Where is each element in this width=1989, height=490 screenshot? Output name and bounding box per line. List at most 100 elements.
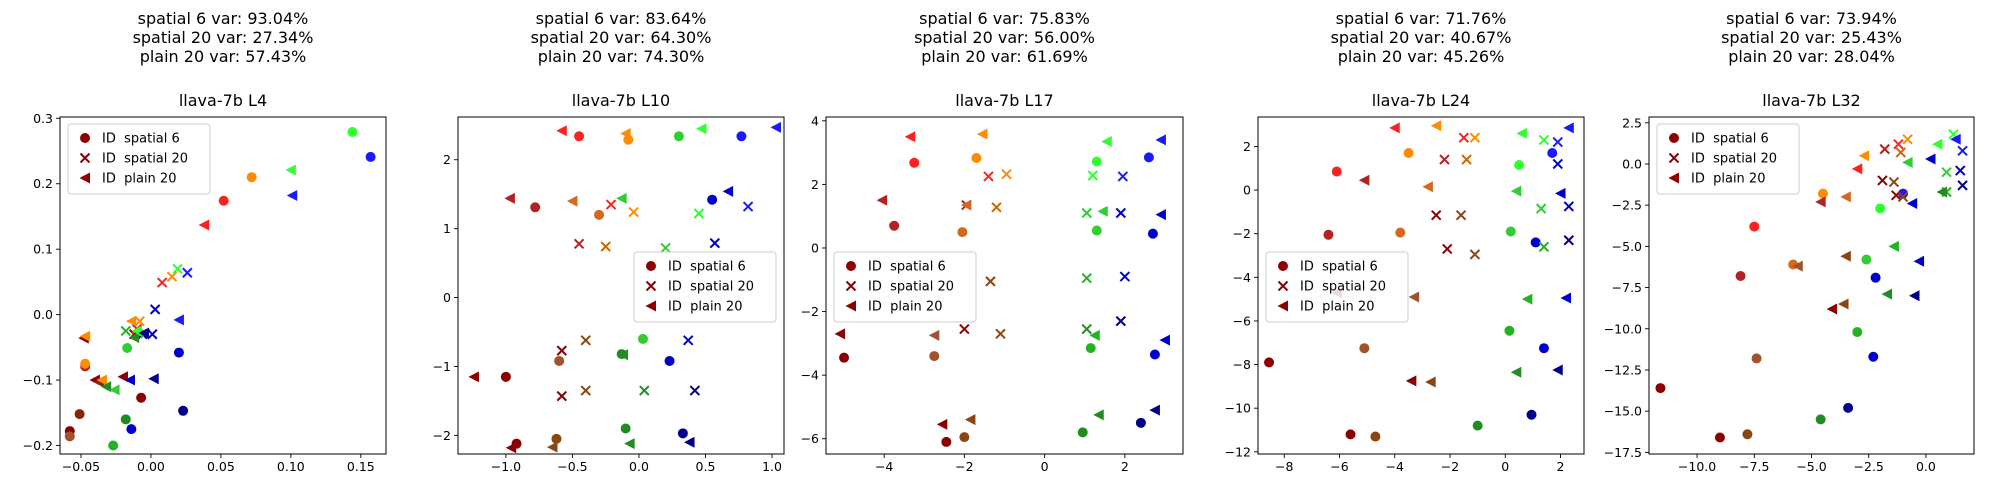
data-point xyxy=(1535,203,1547,214)
data-point xyxy=(1931,138,1943,150)
data-point xyxy=(500,371,511,382)
data-point xyxy=(664,355,675,366)
data-point xyxy=(1908,290,1920,302)
data-point xyxy=(1749,221,1760,232)
data-point xyxy=(1868,351,1879,362)
data-point xyxy=(936,418,948,430)
data-point xyxy=(64,431,75,442)
data-point xyxy=(1563,201,1575,212)
data-point xyxy=(173,347,184,358)
panel-5-y-tick-label: 0.0 xyxy=(1622,156,1642,171)
data-point xyxy=(594,209,605,220)
data-point xyxy=(1751,353,1762,364)
legend-label: ID plain 20 xyxy=(868,300,942,315)
legend-label: ID spatial 6 xyxy=(868,260,946,275)
data-point xyxy=(1430,120,1442,132)
panel-1-variance-line-2: spatial 20 var: 27.34% xyxy=(133,28,314,47)
data-point xyxy=(1264,357,1275,368)
data-point xyxy=(1530,237,1541,248)
data-point xyxy=(573,238,585,250)
data-point xyxy=(80,358,91,369)
data-point xyxy=(286,190,298,202)
data-point xyxy=(124,374,135,386)
data-point xyxy=(1370,431,1381,442)
panel-4-x-tick-label: −6 xyxy=(1330,459,1348,474)
data-point xyxy=(1950,133,1961,145)
panel-2-x-tick-label: 0.5 xyxy=(696,459,716,474)
panel-1-y-tick-label: −0.2 xyxy=(23,438,53,453)
panel-4-y-tick-label: −4 xyxy=(1233,270,1251,285)
data-point xyxy=(722,185,734,197)
data-point xyxy=(1087,170,1098,181)
data-point xyxy=(1149,404,1160,416)
data-point xyxy=(1815,196,1826,208)
panel-1-x-tick-label: 0.15 xyxy=(347,459,375,474)
legend-marker xyxy=(79,172,90,184)
panel-1-axes-frame xyxy=(59,116,387,455)
panel-3-legend: ID spatial 6 ID spatial 20 ID plain 20 xyxy=(833,251,977,323)
data-point xyxy=(1792,260,1803,272)
data-point xyxy=(1455,209,1467,221)
data-point xyxy=(957,227,968,238)
data-point xyxy=(1115,315,1127,327)
data-point xyxy=(468,371,479,383)
panel-4-points xyxy=(1264,120,1575,442)
data-point xyxy=(929,351,940,362)
legend-marker xyxy=(1668,152,1680,164)
panel-1-x-tick-label: −0.05 xyxy=(62,459,100,474)
data-point xyxy=(1888,176,1900,188)
data-point xyxy=(1469,249,1481,260)
panel-4-y-tick-label: −6 xyxy=(1233,313,1251,328)
panel-2-y-tick-label: 2 xyxy=(443,152,451,167)
data-point xyxy=(1143,152,1154,163)
panel-4-x-tick-label: −8 xyxy=(1275,459,1293,474)
legend-marker xyxy=(645,300,656,312)
data-point xyxy=(1430,209,1442,221)
panel-1-y-tick-label: 0.3 xyxy=(33,111,53,126)
data-point xyxy=(1815,414,1826,425)
data-point xyxy=(546,441,558,453)
data-point xyxy=(742,201,754,212)
data-point xyxy=(1888,240,1899,252)
data-point xyxy=(182,267,193,278)
data-point xyxy=(1941,166,1952,178)
legend-label: ID spatial 20 xyxy=(668,280,754,295)
panel-5-y-tick-label: −17.5 xyxy=(1604,445,1642,460)
data-point xyxy=(1881,288,1893,300)
data-point xyxy=(1714,432,1725,443)
data-point xyxy=(147,329,158,340)
data-point xyxy=(1893,138,1904,150)
panel-5-x-tick-label: −5.0 xyxy=(1796,459,1826,474)
panel-3-points xyxy=(834,128,1170,447)
data-point xyxy=(1925,153,1936,165)
panel-2-points xyxy=(468,121,782,454)
panel-2-x-tick-label: −0.5 xyxy=(557,459,587,474)
data-point xyxy=(1877,175,1888,186)
data-point xyxy=(1159,334,1170,346)
legend-marker xyxy=(646,261,656,271)
panel-2-title: llava-7b L10 xyxy=(572,91,670,110)
data-point xyxy=(1936,186,1947,198)
data-point xyxy=(1526,409,1537,420)
data-point xyxy=(834,328,846,340)
panel-1-y-tick-label: 0.1 xyxy=(33,242,53,257)
panel-5-points xyxy=(1655,129,1968,443)
panel-5-legend: ID spatial 6 ID spatial 20 ID plain 20 xyxy=(1656,123,1800,195)
legend-marker xyxy=(1669,133,1679,143)
data-point xyxy=(964,414,976,426)
panel-4-x-tick-label: 0 xyxy=(1501,459,1509,474)
data-point xyxy=(600,241,611,252)
panel-5-axes-frame xyxy=(1648,116,1975,455)
data-point xyxy=(1395,227,1406,238)
panel-4-y-tick-label: 0 xyxy=(1243,183,1251,198)
panel-1-legend: ID spatial 6 ID spatial 20 ID plain 20 xyxy=(67,123,211,195)
data-point xyxy=(1331,166,1342,177)
legend-label: ID spatial 6 xyxy=(668,260,746,275)
data-point xyxy=(574,131,585,142)
data-point xyxy=(166,271,178,282)
data-point xyxy=(1439,154,1450,165)
panel-4-y-tick-label: −12 xyxy=(1225,444,1251,459)
legend-label: ID plain 20 xyxy=(1300,300,1374,315)
data-point xyxy=(1840,250,1851,262)
panel-2-x-tick-label: 1.0 xyxy=(762,459,782,474)
